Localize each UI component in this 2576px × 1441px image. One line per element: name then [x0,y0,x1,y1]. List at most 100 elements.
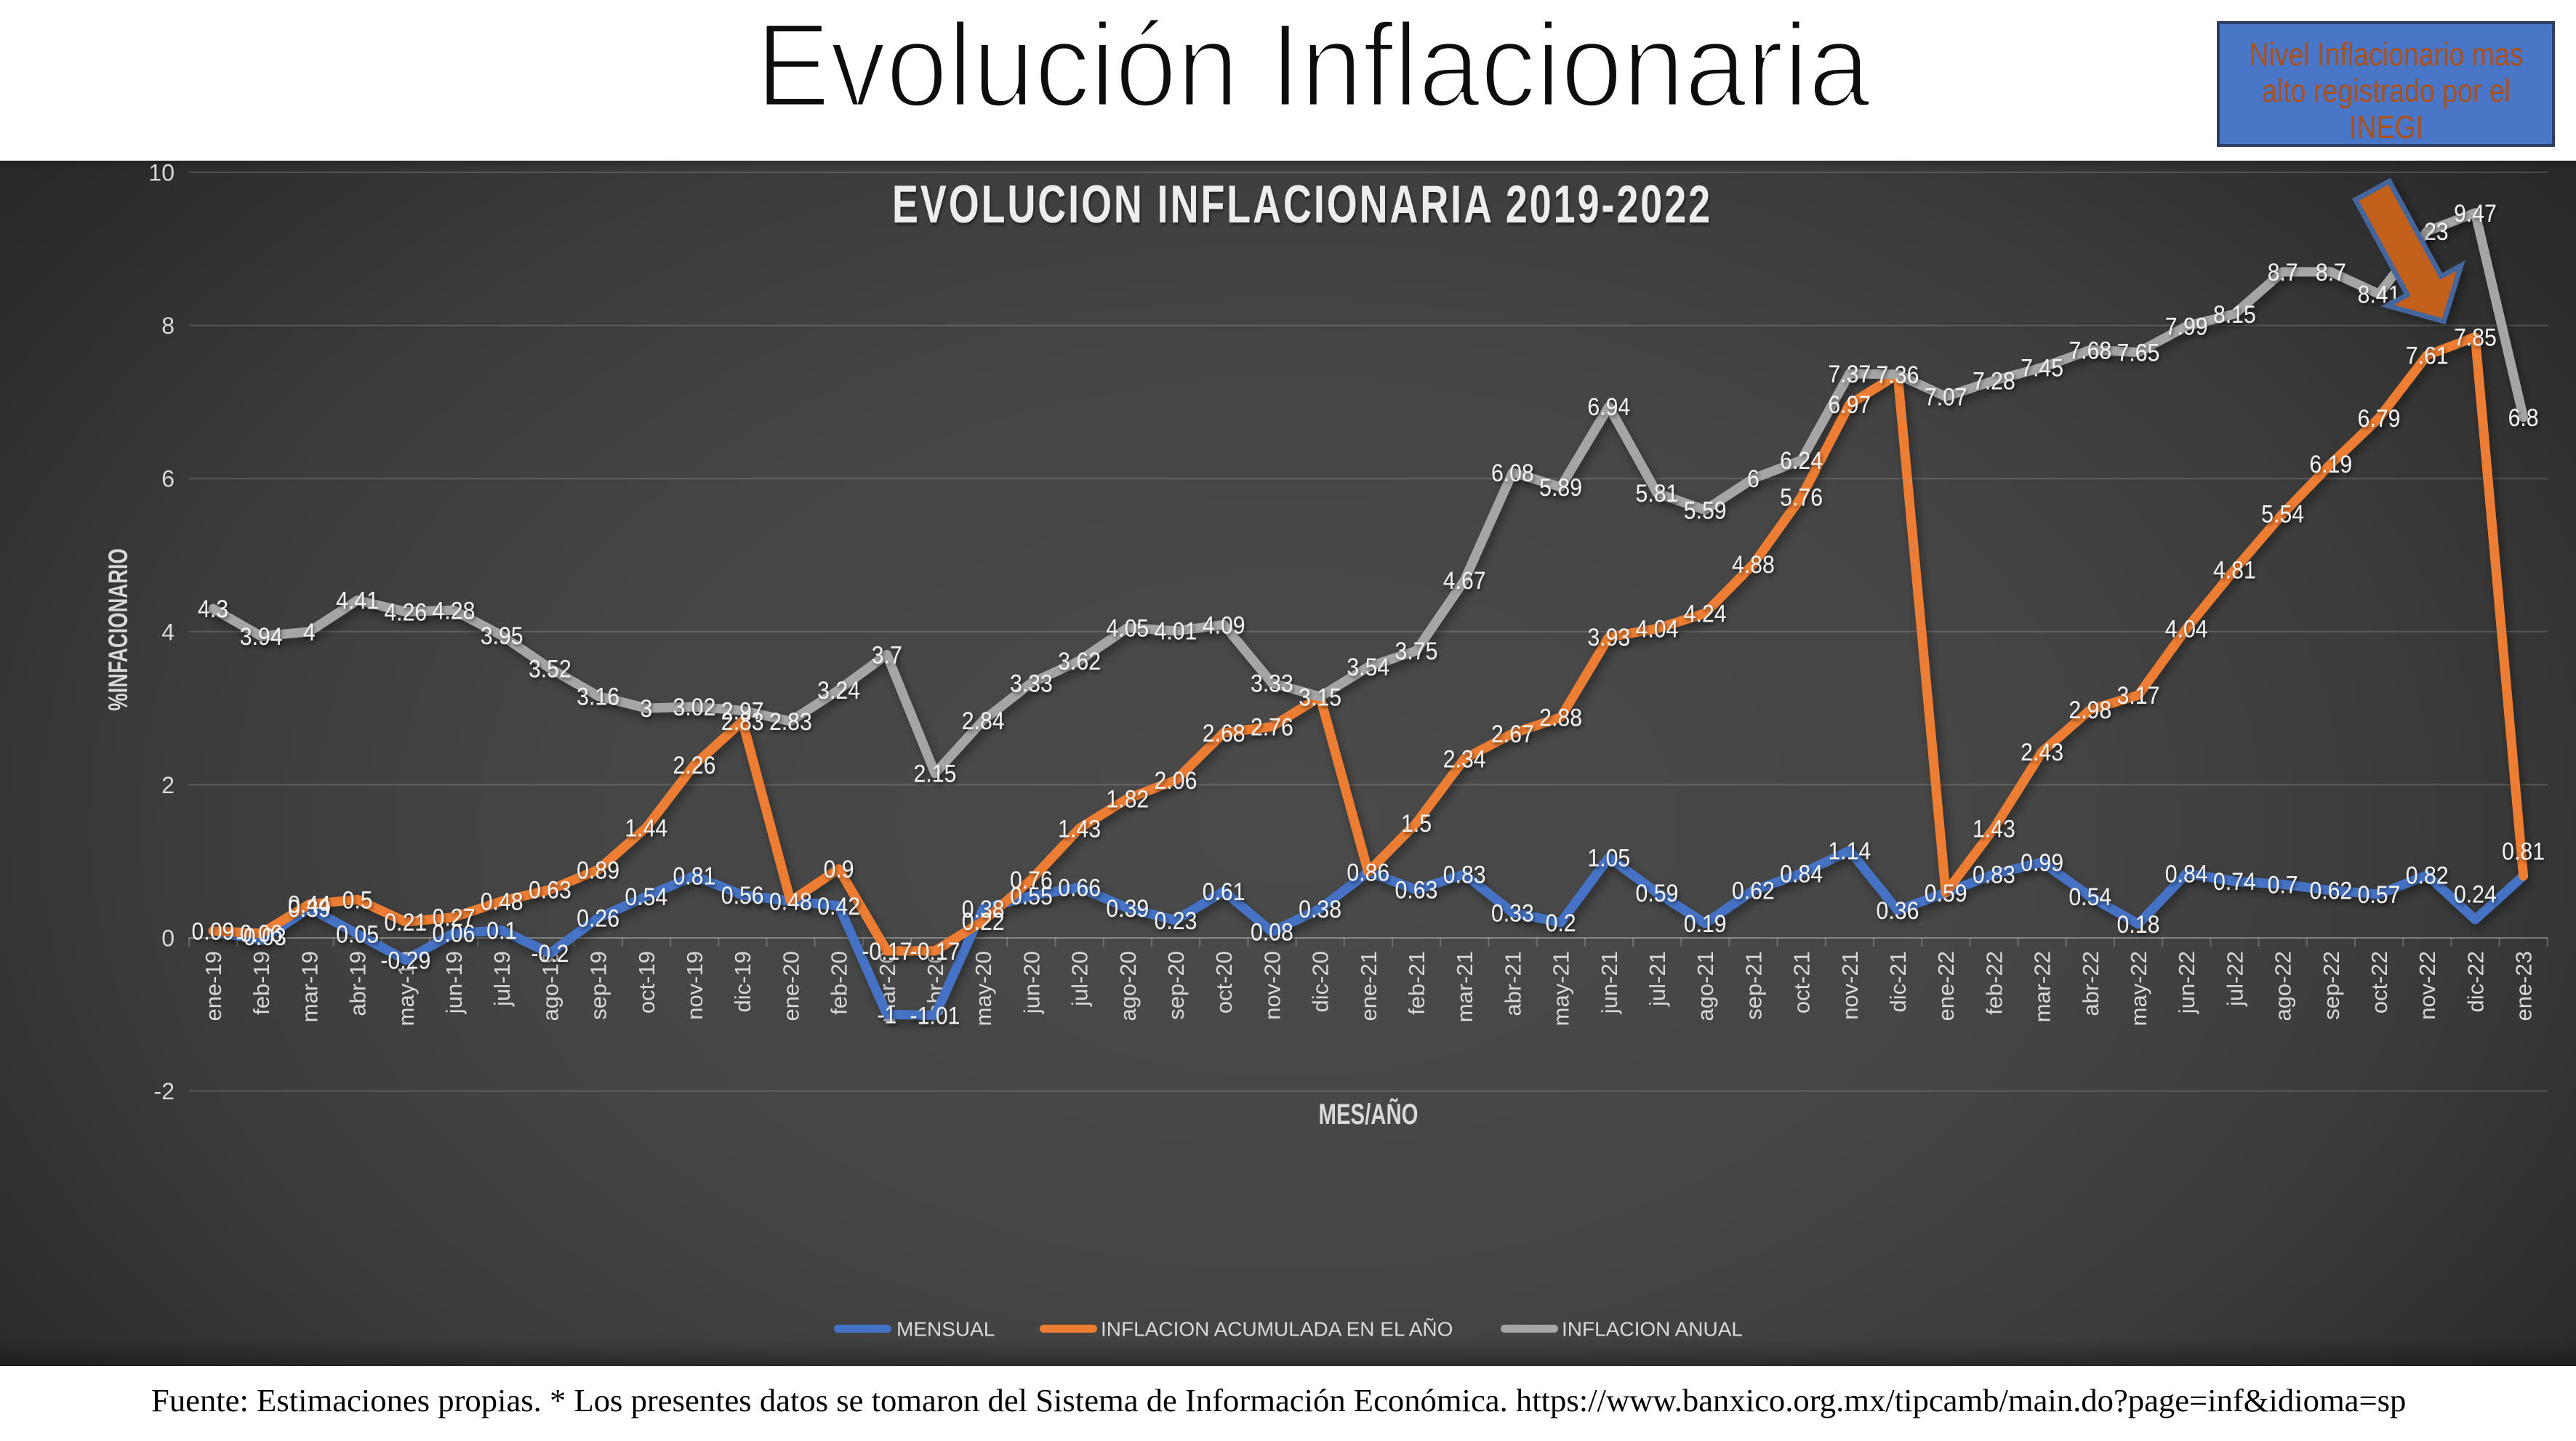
svg-text:0.48: 0.48 [481,888,523,915]
svg-text:oct-21: oct-21 [1789,951,1815,1013]
svg-text:jul-19: jul-19 [489,951,515,1007]
svg-text:feb-21: feb-21 [1404,951,1429,1015]
svg-text:0.22: 0.22 [962,907,1005,935]
svg-text:0.09: 0.09 [192,918,235,945]
svg-text:0.42: 0.42 [817,892,860,920]
svg-text:0.7: 0.7 [2268,871,2298,899]
svg-text:7.99: 7.99 [2165,313,2208,340]
svg-text:3.62: 3.62 [1058,647,1101,675]
svg-text:0.59: 0.59 [1925,879,1967,907]
svg-text:sep-22: sep-22 [2319,951,2344,1020]
svg-text:6.19: 6.19 [2309,451,2352,478]
svg-text:may-22: may-22 [2126,951,2151,1026]
svg-text:jun-21: jun-21 [1597,951,1622,1014]
svg-text:2: 2 [161,772,174,798]
svg-text:1.44: 1.44 [625,814,667,842]
svg-text:0.23: 0.23 [1155,907,1197,934]
svg-text:EVOLUCION INFLACIONARIA 2019-2: EVOLUCION INFLACIONARIA 2019-2022 [892,174,1712,234]
svg-text:0.66: 0.66 [1058,874,1101,902]
svg-text:0.54: 0.54 [625,883,667,910]
svg-text:4.04: 4.04 [2165,615,2208,643]
svg-text:abr-21: abr-21 [1500,951,1525,1016]
svg-text:8.7: 8.7 [2316,258,2346,286]
svg-text:1.43: 1.43 [1058,815,1101,843]
svg-text:5.54: 5.54 [2261,500,2304,528]
svg-text:ene-19: ene-19 [201,951,226,1021]
svg-text:0.76: 0.76 [1010,866,1053,894]
svg-text:ene-22: ene-22 [1933,951,1959,1021]
svg-text:ago-20: ago-20 [1115,951,1141,1021]
svg-text:7.61: 7.61 [2406,342,2449,369]
svg-text:7.68: 7.68 [2069,337,2111,364]
svg-text:4.3: 4.3 [198,595,228,623]
svg-text:INFLACION ACUMULADA EN EL AÑO: INFLACION ACUMULADA EN EL AÑO [1101,1318,1453,1341]
svg-text:sep-21: sep-21 [1741,951,1766,1020]
svg-text:3: 3 [640,694,652,722]
svg-text:feb-22: feb-22 [1981,951,2007,1015]
svg-text:8: 8 [161,313,174,339]
svg-text:nov-22: nov-22 [2415,951,2440,1020]
svg-text:0.06: 0.06 [240,920,283,947]
svg-text:5.59: 5.59 [1684,497,1727,524]
svg-text:0.21: 0.21 [384,908,427,936]
svg-text:jun-20: jun-20 [1019,951,1044,1014]
svg-text:3.33: 3.33 [1010,670,1053,697]
svg-text:0.36: 0.36 [1877,896,1919,924]
svg-text:0.27: 0.27 [433,904,476,931]
svg-text:1.43: 1.43 [1973,815,2015,843]
svg-text:3.54: 3.54 [1347,654,1389,681]
svg-text:ene-23: ene-23 [2511,951,2537,1021]
svg-text:2.34: 2.34 [1443,745,1486,773]
svg-text:7.37: 7.37 [1828,360,1871,388]
svg-text:0.82: 0.82 [2406,862,2449,889]
svg-text:0.2: 0.2 [1546,909,1576,936]
svg-text:0.26: 0.26 [577,904,619,932]
svg-text:6.94: 6.94 [1587,393,1630,421]
svg-text:sep-19: sep-19 [586,951,611,1020]
svg-text:1.82: 1.82 [1106,785,1149,813]
svg-text:3.93: 3.93 [1587,624,1630,651]
svg-text:0.63: 0.63 [1395,876,1438,904]
svg-text:0.86: 0.86 [1347,859,1389,886]
svg-text:3.94: 3.94 [240,622,283,650]
svg-text:sep-20: sep-20 [1163,951,1189,1020]
svg-text:nov-20: nov-20 [1259,951,1285,1020]
svg-text:feb-20: feb-20 [827,951,852,1015]
svg-text:0.99: 0.99 [2021,848,2063,876]
svg-text:0.63: 0.63 [529,876,571,904]
svg-text:INFLACION ANUAL: INFLACION ANUAL [1562,1318,1743,1341]
svg-text:2.83: 2.83 [721,707,764,735]
svg-text:3.33: 3.33 [1251,670,1293,697]
svg-text:2.15: 2.15 [914,760,957,787]
svg-text:7.65: 7.65 [2117,339,2160,366]
svg-text:3.02: 3.02 [673,693,716,720]
svg-text:4.28: 4.28 [433,597,476,625]
svg-text:-2: -2 [154,1078,174,1104]
svg-text:4.05: 4.05 [1106,614,1149,642]
svg-text:0.84: 0.84 [2165,860,2208,888]
svg-text:4.01: 4.01 [1155,617,1197,645]
svg-text:6.08: 6.08 [1491,459,1534,486]
svg-text:ene-21: ene-21 [1356,951,1381,1021]
svg-text:mar-22: mar-22 [2030,951,2055,1022]
svg-text:0.08: 0.08 [1251,918,1293,946]
svg-text:-0.29: -0.29 [380,947,430,974]
svg-text:0.06: 0.06 [433,920,476,947]
svg-text:0.59: 0.59 [1636,879,1679,907]
svg-text:0.83: 0.83 [1443,861,1486,888]
svg-text:4.41: 4.41 [336,587,379,614]
svg-text:dic-19: dic-19 [730,951,755,1012]
svg-text:7.07: 7.07 [1925,383,1967,411]
svg-text:feb-19: feb-19 [249,951,274,1015]
svg-text:jul-20: jul-20 [1067,951,1093,1007]
svg-text:4.09: 4.09 [1203,611,1245,639]
svg-text:-0.17: -0.17 [862,937,912,965]
svg-text:4: 4 [303,618,316,646]
svg-text:0.62: 0.62 [1732,877,1775,904]
svg-text:3.16: 3.16 [577,683,619,710]
svg-text:9.47: 9.47 [2454,199,2497,227]
svg-text:0.18: 0.18 [2117,910,2160,938]
svg-text:6.24: 6.24 [1780,446,1823,474]
svg-text:-1: -1 [877,1001,896,1029]
svg-text:0.61: 0.61 [1203,878,1245,905]
